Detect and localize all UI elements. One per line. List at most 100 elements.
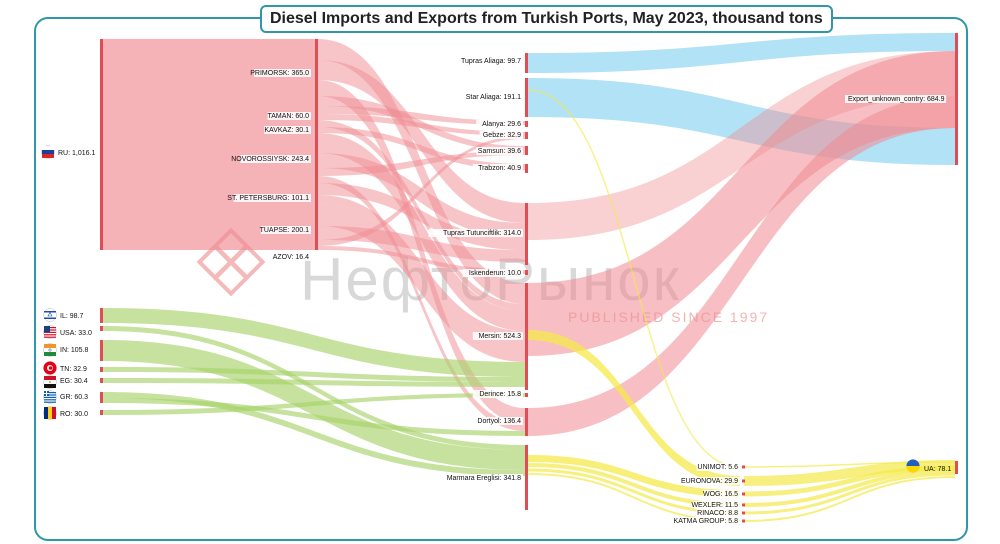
flow-nodes — [100, 33, 958, 523]
flow-tuapse-gebze — [318, 136, 525, 246]
flow-mersin-euronova — [528, 330, 740, 486]
node-primorsk — [315, 39, 318, 114]
node-tuapse — [315, 204, 318, 246]
node-unimot — [742, 465, 745, 469]
node-alanya — [525, 121, 528, 127]
node-usa — [100, 326, 103, 331]
label-taman-bg — [267, 112, 311, 120]
russia-flag — [41, 145, 55, 159]
label-gr: GR: 60.3 — [60, 394, 88, 401]
flow-novorossiysk-dortyol — [318, 176, 525, 431]
label-wexler: WEXLER: 11.5 — [691, 502, 738, 509]
flow-ru-primorsk — [103, 39, 315, 114]
node-tupras_tutunciftlik — [525, 203, 528, 265]
label-tupras_aliaga: Tupras Aliaga: 99.7 — [461, 58, 521, 65]
label-primorsk: PRIMORSK: 365.0 — [250, 70, 309, 77]
node-taman — [315, 114, 318, 127]
node-rinaco — [742, 511, 745, 515]
node-azov — [315, 246, 318, 250]
label-alanya-bg — [476, 120, 523, 128]
flow-links: НефтоРынокPUBLISHED SINCE 1997 — [103, 33, 956, 522]
label-alanya: Alanya: 29.6 — [482, 121, 521, 128]
india-flag — [43, 343, 57, 357]
label-stpetersburg: ST. PETERSBURG: 101.1 — [227, 195, 309, 202]
label-azov-bg — [271, 253, 311, 261]
node-dortyol — [525, 408, 528, 436]
flow-eg-mersin — [103, 378, 525, 387]
node-mersin — [525, 283, 528, 390]
label-trabzon-bg — [472, 164, 523, 172]
flow-primorsk-alanya — [318, 106, 525, 125]
node-wog — [742, 492, 745, 496]
node-ro — [100, 410, 103, 415]
label-gebze: Gebze: 32.9 — [483, 132, 521, 139]
label-tupras_tutunciftlik: Tupras Tutunciftlik: 314.0 — [443, 230, 521, 237]
flow-il-mersin — [103, 308, 525, 377]
flow-primorsk-tupras_tutunciftlik — [318, 60, 525, 223]
label-usa: USA: 33.0 — [60, 330, 92, 337]
chart-title: Diesel Imports and Exports from Turkish … — [260, 5, 833, 33]
label-samsun: Samsun: 39.6 — [478, 148, 521, 155]
flow-gr-marmara_ereglisi — [103, 392, 525, 476]
label-star_aliaga-bg — [455, 93, 523, 101]
node-labels: RU: 1,016.1 IL: 98.7 USA: 33.0 IN: 105.8 TN:… — [41, 57, 951, 525]
flow-rinaco-ua — [743, 472, 956, 515]
node-tn — [100, 367, 103, 372]
label-wexler-bg — [693, 501, 740, 509]
node-wexler — [742, 503, 745, 507]
flow-tupras_aliaga-export — [528, 33, 955, 73]
label-unimot: UNIMOT: 5.6 — [698, 464, 739, 471]
label-tuapse: TUAPSE: 200.1 — [260, 227, 310, 234]
label-euronova: EURONOVA: 29.9 — [681, 478, 738, 485]
label-katma_group: KATMA GROUP: 5.8 — [674, 518, 739, 525]
flow-kavkaz-trabzon — [318, 127, 525, 170]
label-marmara_ereglisi: Marmara Ereglisi: 341.8 — [447, 475, 521, 482]
flow-katma_group-ua — [743, 476, 956, 522]
node-eg — [100, 378, 103, 383]
flow-azov-iskenderun — [318, 246, 525, 274]
label-ru: RU: 1,016.1 — [58, 150, 95, 157]
label-derince: Derince: 15.8 — [479, 391, 521, 398]
label-rinaco: RINACO: 8.8 — [697, 510, 738, 517]
flow-taman-gebze — [318, 114, 525, 136]
label-katma_group-bg — [679, 517, 740, 525]
label-stpetersburg-bg — [233, 194, 311, 202]
label-derince-bg — [472, 390, 523, 398]
flow-euronova-ua — [743, 460, 956, 486]
flow-star_aliaga-unimot — [527, 89, 741, 468]
label-novorossiysk-bg — [240, 155, 311, 163]
label-tn: TN: 32.9 — [60, 366, 87, 373]
flow-primorsk-dortyol — [318, 80, 525, 424]
node-derince — [525, 393, 528, 397]
label-il: IL: 98.7 — [60, 313, 83, 320]
flow-tuapse-tupras_tutunciftlik — [318, 226, 525, 262]
label-eg: EG: 30.4 — [60, 378, 88, 385]
usa-flag — [43, 325, 57, 339]
node-tupras_aliaga — [525, 53, 528, 73]
node-in — [100, 340, 103, 361]
flow-primorsk-mersin — [318, 39, 525, 304]
flow-dortyol-export — [528, 96, 955, 436]
flow-novorossiysk-tupras_tutunciftlik — [318, 153, 525, 238]
node-ua — [955, 461, 958, 474]
label-euronova-bg — [686, 477, 740, 485]
flow-ru-novorossiysk — [103, 133, 315, 183]
label-marmara_ereglisi-bg — [438, 474, 523, 482]
label-primorsk-bg — [254, 69, 311, 77]
label-export-unknown: Export_unknown_contry: 684.9 — [848, 96, 945, 103]
label-unimot-bg — [696, 463, 740, 471]
label-trabzon: Trabzon: 40.9 — [478, 165, 521, 172]
label-taman: TAMAN: 60.0 — [268, 113, 310, 120]
flow-ru-kavkaz — [103, 127, 315, 133]
label-tupras_tutunciftlik-bg — [428, 229, 523, 237]
israel-flag — [43, 308, 57, 322]
label-dortyol-bg — [469, 417, 523, 425]
label-iskenderun: Iskenderun: 10.0 — [469, 270, 521, 277]
romania-flag — [43, 406, 57, 420]
node-novorossiysk — [315, 133, 318, 183]
node-ru — [100, 39, 103, 250]
label-kavkaz-bg — [264, 126, 311, 134]
label-tuapse-bg — [260, 226, 311, 234]
label-star_aliaga: Star Aliaga: 191.1 — [466, 94, 521, 101]
